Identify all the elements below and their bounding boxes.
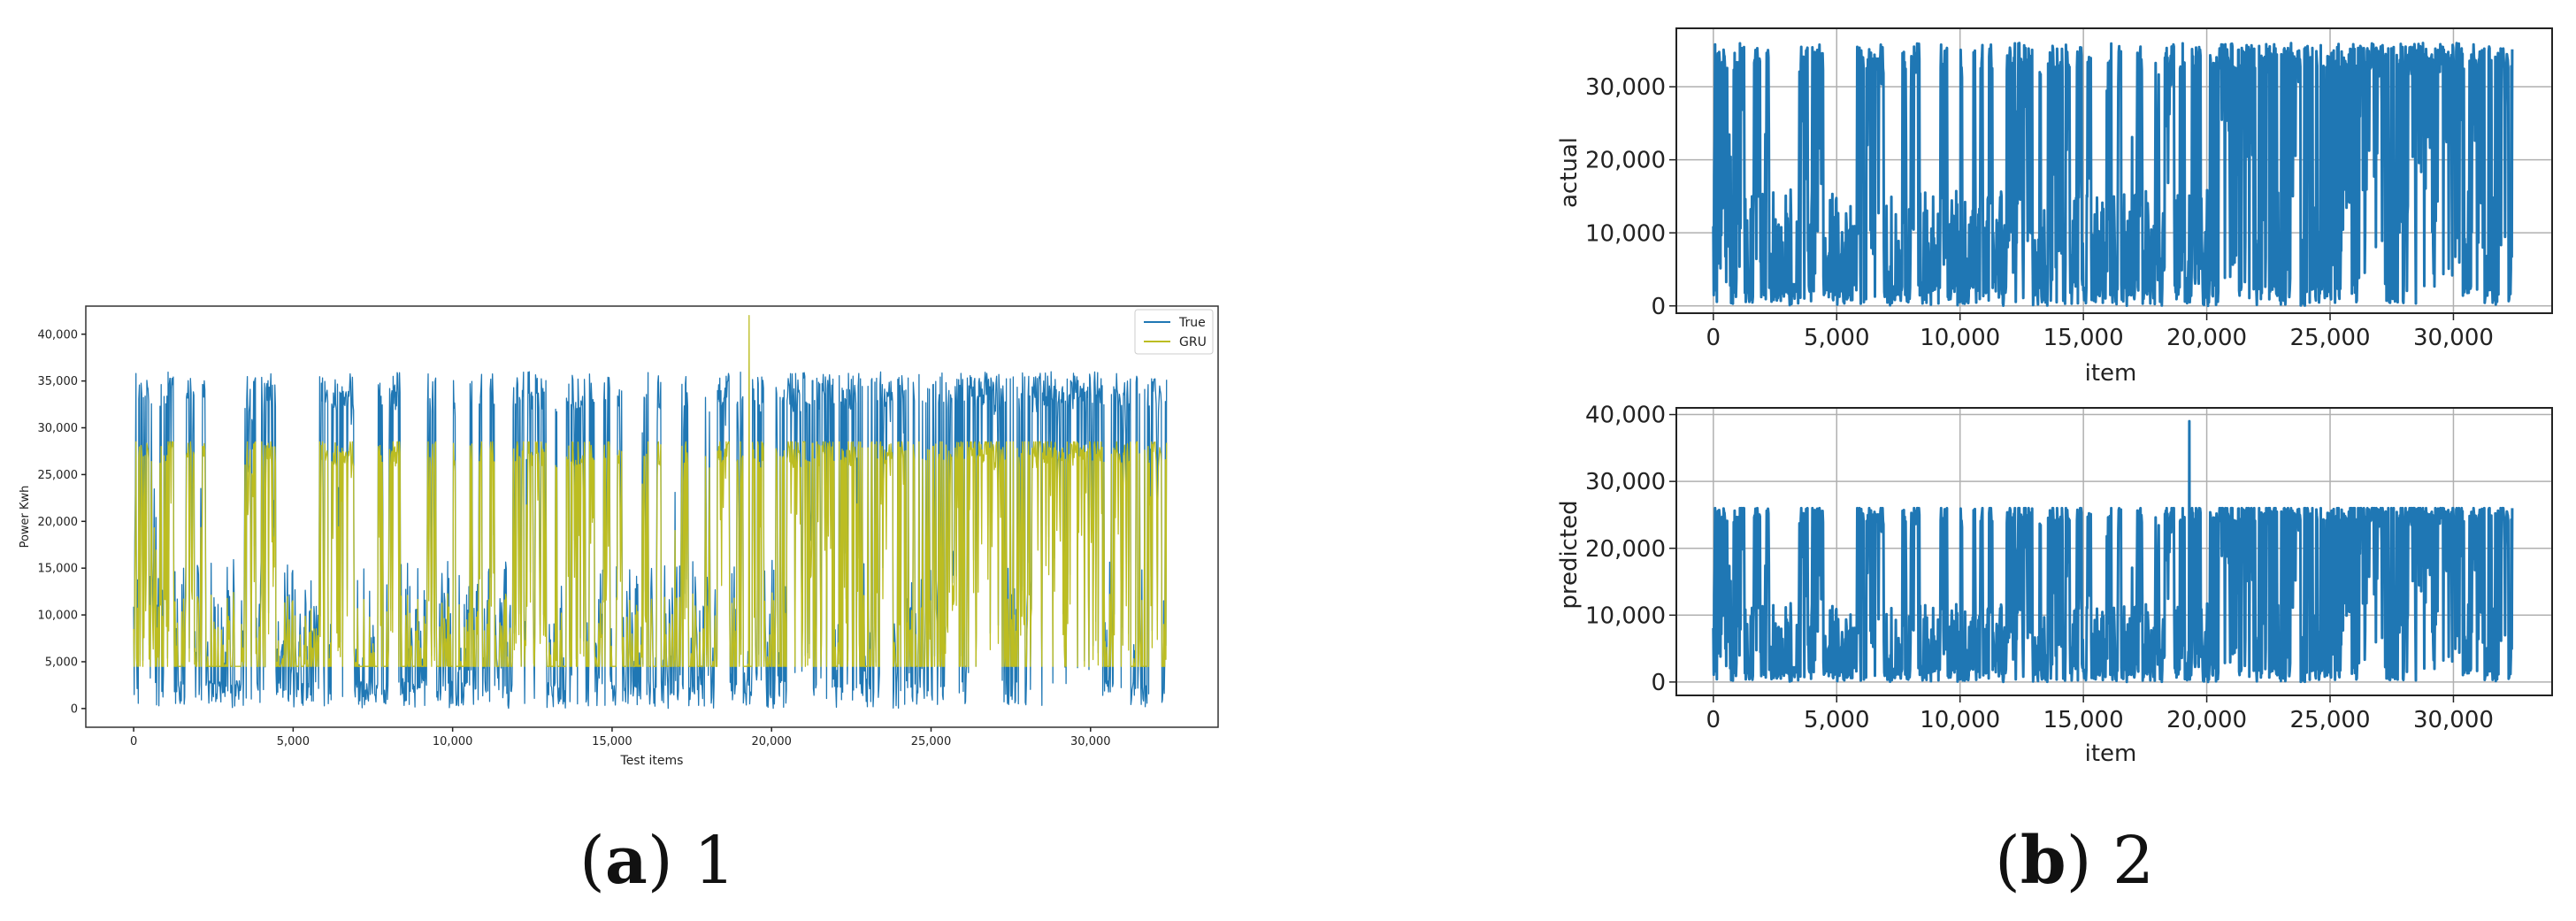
chart-b-actual-ytick-label-0: 0 <box>1651 294 1666 320</box>
chart-a-xtick-label-1: 5,000 <box>277 735 310 748</box>
chart-b-actual-xtick-label-1: 5,000 <box>1804 325 1869 351</box>
chart-b-predicted: 0 5,000 10,000 15,000 20,000 25,000 30,000 0 10,… <box>1556 403 2553 767</box>
caption-a: (a) 1 <box>579 823 735 899</box>
chart-b-actual-xtick-label-3: 15,000 <box>2043 325 2124 351</box>
chart-b-predicted-xtick-label-5: 25,000 <box>2290 707 2371 733</box>
chart-a-legend: True GRU <box>1134 309 1214 355</box>
chart-a-ytick-label-4: 20,000 <box>38 516 79 529</box>
chart-a-xlabel: Test items <box>620 754 684 768</box>
chart-a-ytick-label-7: 35,000 <box>38 375 79 388</box>
chart-b-actual-ytick-label-1: 10,000 <box>1585 220 1666 247</box>
chart-a-series <box>133 314 1168 710</box>
chart-b-predicted-xtick-label-1: 5,000 <box>1804 707 1869 733</box>
chart-b-actual-xlabel: item <box>2085 360 2137 387</box>
chart-b-actual-series <box>1712 42 2514 308</box>
chart-a-xtick-label-5: 25,000 <box>911 735 952 748</box>
chart-a-legend-true-label: True <box>1178 316 1206 330</box>
chart-a-xtick-label-3: 15,000 <box>592 735 632 748</box>
chart-b-predicted-xtick-label-6: 30,000 <box>2413 707 2494 733</box>
chart-b-predicted-ticks: 0 5,000 10,000 15,000 20,000 25,000 30,000 0 10,… <box>1585 403 2494 733</box>
chart-a-xtick-label-4: 20,000 <box>751 735 792 748</box>
chart-b-actual: 0 5,000 10,000 15,000 20,000 25,000 30,000 0 10,… <box>1556 27 2553 387</box>
chart-b-actual-xtick-label-0: 0 <box>1706 325 1721 351</box>
chart-b-predicted-plot-frame <box>1675 407 2553 696</box>
chart-b-actual-xtick-label-2: 10,000 <box>1920 325 2000 351</box>
caption-a-text: 1 <box>694 823 736 899</box>
chart-a-ytick-label-2: 10,000 <box>38 610 79 623</box>
chart-a-ytick-label-5: 25,000 <box>38 469 79 482</box>
caption-b-paren-close: ) <box>2066 823 2092 899</box>
chart-a-ytick-label-1: 5,000 <box>45 656 78 670</box>
chart-b-actual-ytick-label-3: 30,000 <box>1585 74 1666 101</box>
caption-a-letter: a <box>604 823 648 899</box>
chart-b-actual-xtick-label-4: 20,000 <box>2166 325 2247 351</box>
chart-b-predicted-xtick-label-4: 20,000 <box>2166 707 2247 733</box>
chart-b-predicted-xtick-label-2: 10,000 <box>1920 707 2000 733</box>
chart-a: 0 5,000 10,000 15,000 20,000 25,000 30,000 0 5,0… <box>19 305 1219 768</box>
chart-a-line-gru <box>133 314 1168 667</box>
chart-b-predicted-ytick-label-1: 10,000 <box>1585 602 1666 629</box>
caption-a-paren-open: ( <box>579 823 605 899</box>
chart-b-actual-plot-frame <box>1675 27 2553 314</box>
chart-b-predicted-line <box>1712 419 2514 684</box>
chart-b-actual-ytick-label-2: 20,000 <box>1585 148 1666 174</box>
chart-a-xtick-label-2: 10,000 <box>433 735 473 748</box>
chart-b-predicted-xtick-label-0: 0 <box>1706 707 1721 733</box>
chart-a-legend-box <box>1134 309 1214 355</box>
chart-b-actual-xtick-label-5: 25,000 <box>2290 325 2371 351</box>
chart-a-ytick-label-0: 0 <box>71 702 78 716</box>
chart-b-actual-xtick-label-6: 30,000 <box>2413 325 2494 351</box>
chart-a-ticks: 0 5,000 10,000 15,000 20,000 25,000 30,000 0 5,0… <box>38 328 1111 748</box>
chart-b-actual-ylabel: actual <box>1556 137 1583 208</box>
chart-a-xtick-label-0: 0 <box>130 735 137 748</box>
caption-a-paren-close: ) <box>647 823 673 899</box>
chart-b-predicted-xtick-label-3: 15,000 <box>2043 707 2124 733</box>
chart-b-actual-ticks: 0 5,000 10,000 15,000 20,000 25,000 30,000 0 10,… <box>1585 74 2494 351</box>
chart-b-predicted-ytick-label-2: 20,000 <box>1585 536 1666 563</box>
chart-b-predicted-ytick-label-0: 0 <box>1651 670 1666 696</box>
chart-b-predicted-ylabel: predicted <box>1556 500 1583 609</box>
chart-a-xtick-label-6: 30,000 <box>1070 735 1111 748</box>
caption-b-paren-open: ( <box>1995 823 2020 899</box>
caption-b: (b) 2 <box>1995 823 2154 899</box>
chart-b-predicted-xlabel: item <box>2085 741 2137 767</box>
chart-b-predicted-ytick-label-4: 40,000 <box>1585 403 1666 429</box>
chart-a-ytick-label-6: 30,000 <box>38 422 79 435</box>
chart-a-ytick-label-8: 40,000 <box>38 328 79 342</box>
caption-b-letter: b <box>2020 823 2066 899</box>
chart-a-ylabel: Power Kwh <box>19 486 32 549</box>
caption-b-text: 2 <box>2112 823 2155 899</box>
chart-a-legend-gru-label: GRU <box>1179 335 1207 349</box>
chart-b-predicted-ytick-label-3: 30,000 <box>1585 469 1666 495</box>
chart-b-predicted-series <box>1712 419 2514 684</box>
chart-b-actual-line <box>1712 42 2514 308</box>
chart-a-ytick-label-3: 15,000 <box>38 563 79 576</box>
chart-a-line-true <box>133 371 1168 710</box>
